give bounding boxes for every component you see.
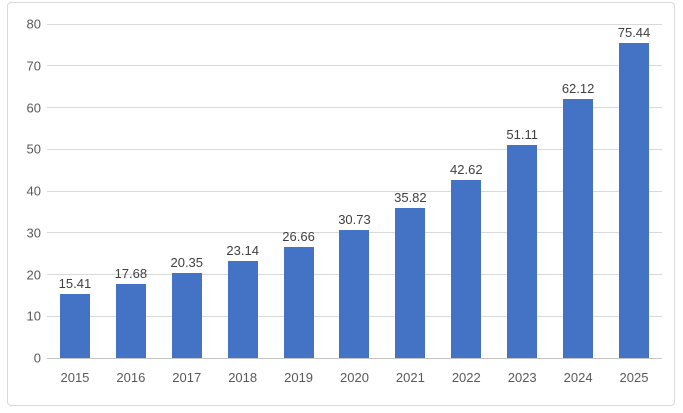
- bar-slot: 26.66: [271, 24, 327, 358]
- bar-slot: 62.12: [550, 24, 606, 358]
- bar-slot: 15.41: [47, 24, 103, 358]
- x-tick-label: 2018: [228, 370, 258, 385]
- bar-value-label: 30.73: [338, 211, 371, 227]
- bar: [115, 284, 146, 358]
- bar-slot: 30.73: [327, 24, 383, 358]
- x-axis: 2015 2016 2017 2018 2019 2020 2021 2022 2023 2024…: [47, 370, 662, 385]
- bar-value-label: 35.82: [394, 190, 427, 206]
- bar-value-label: 42.62: [450, 162, 483, 178]
- gridline: [47, 190, 662, 192]
- x-tick-label: 2015: [60, 370, 90, 385]
- x-tick-label: 2020: [340, 370, 369, 385]
- bar-slot: 35.82: [382, 24, 438, 358]
- gridline: [47, 23, 662, 25]
- bar: [171, 273, 202, 358]
- bar-value-label: 17.68: [114, 266, 148, 282]
- bar: [339, 229, 370, 358]
- y-tick-label: 70: [26, 58, 41, 74]
- bar-slot: 75.44: [606, 24, 662, 358]
- bar: [227, 261, 258, 358]
- x-tick-label: 2023: [507, 370, 537, 385]
- y-tick-label: 0: [33, 350, 41, 366]
- y-axis: 0 10 20 30 40 50 60 70 80: [8, 18, 41, 365]
- bar: [451, 180, 482, 358]
- y-tick-label: 80: [26, 16, 41, 32]
- y-tick-label: 40: [26, 183, 41, 199]
- y-tick-label: 30: [26, 225, 41, 241]
- x-tick-label: 2019: [284, 370, 314, 385]
- gridline: [47, 107, 662, 108]
- bars-row: 15.41 17.68 20.35 23.14 26.66 30.73 35.82 42.62…: [47, 24, 662, 358]
- plot-area: 15.41 17.68 20.35 23.14 26.66 30.73 35.82 42.62…: [47, 23, 662, 359]
- bar-slot: 20.35: [159, 24, 215, 358]
- bar: [619, 43, 650, 358]
- y-tick-label: 50: [26, 141, 41, 157]
- bar-value-label: 75.44: [617, 25, 651, 41]
- bar-value-label: 23.14: [226, 243, 259, 259]
- bar: [507, 144, 538, 358]
- x-tick-label: 2021: [395, 370, 425, 385]
- bar-value-label: 20.35: [170, 255, 204, 271]
- y-tick-label: 20: [26, 267, 41, 282]
- bar-slot: 17.68: [103, 24, 159, 358]
- bar: [59, 293, 90, 358]
- bar-slot: 42.62: [438, 24, 494, 358]
- x-tick-label: 2025: [619, 370, 649, 385]
- bar: [563, 98, 594, 358]
- x-tick-label: 2022: [451, 370, 481, 385]
- gridline: [47, 65, 662, 67]
- bar-value-label: 15.41: [58, 275, 92, 291]
- x-tick-label: 2024: [563, 370, 593, 385]
- gridline: [47, 148, 662, 150]
- y-tick-label: 10: [26, 308, 41, 324]
- x-tick-label: 2016: [116, 370, 146, 385]
- bar-chart: 0 10 20 30 40 50 60 70 80 15.41 17.68 20.35 23.14 26…: [7, 2, 675, 406]
- bar-value-label: 51.11: [506, 126, 538, 142]
- bar-value-label: 26.66: [282, 228, 315, 244]
- bar: [283, 246, 314, 358]
- y-tick-label: 60: [26, 100, 41, 115]
- bar-slot: 51.11: [494, 24, 550, 358]
- bar-value-label: 62.12: [561, 80, 595, 96]
- bar: [395, 208, 426, 358]
- bar-slot: 23.14: [215, 24, 271, 358]
- x-tick-label: 2017: [172, 370, 202, 385]
